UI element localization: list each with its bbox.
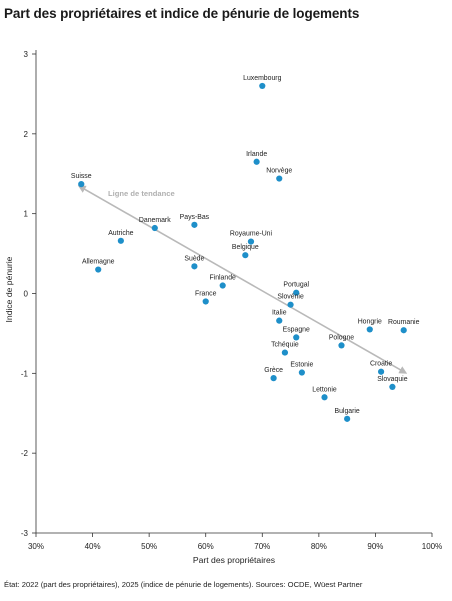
y-tick-label: 3 bbox=[24, 50, 29, 59]
data-point bbox=[247, 238, 255, 245]
data-point-label: Grèce bbox=[264, 367, 283, 374]
data-point bbox=[242, 252, 249, 259]
data-point bbox=[259, 82, 266, 90]
data-point-label: Espagne bbox=[283, 326, 310, 333]
x-tick-label: 90% bbox=[367, 542, 383, 551]
data-point-label: Portugal bbox=[283, 282, 309, 289]
data-point-label: Tchéquie bbox=[271, 342, 299, 349]
data-point bbox=[293, 334, 300, 341]
data-point-label: Royaume-Uni bbox=[230, 231, 273, 238]
data-point bbox=[281, 349, 289, 356]
data-point bbox=[400, 327, 407, 334]
data-point-label: Estonie bbox=[290, 362, 313, 369]
source-note: État: 2022 (part des propriétaires), 202… bbox=[4, 580, 363, 589]
y-tick-label: 2 bbox=[24, 130, 29, 139]
data-point-label: Allemagne bbox=[82, 259, 115, 266]
data-point bbox=[191, 221, 198, 228]
data-point bbox=[344, 415, 351, 422]
data-point-label: Hongrie bbox=[358, 318, 382, 325]
data-point-label: Pologne bbox=[329, 334, 354, 341]
y-tick-label: -1 bbox=[21, 369, 29, 378]
data-point-label: France bbox=[195, 290, 217, 297]
data-point-label: Finlande bbox=[209, 275, 236, 282]
data-point bbox=[287, 301, 294, 308]
trend-line-label: Ligne de tendance bbox=[108, 189, 175, 198]
y-axis-ticks: 3 2 1 0 -1 -2 -3 bbox=[21, 50, 36, 538]
data-point bbox=[78, 181, 85, 188]
data-point-label: Bulgarie bbox=[334, 408, 359, 415]
data-point bbox=[321, 394, 328, 401]
data-point bbox=[276, 175, 283, 182]
data-point bbox=[377, 368, 385, 375]
data-point bbox=[219, 282, 226, 289]
data-point-label: Slovaquie bbox=[377, 376, 407, 383]
data-point bbox=[191, 263, 198, 270]
x-tick-label: 60% bbox=[198, 542, 214, 551]
data-point-label: Luxembourg bbox=[243, 75, 281, 82]
data-points: Luxembourg Irlande Norvège Suisse Pays-Bas Da… bbox=[71, 75, 420, 422]
data-point-label: Belgique bbox=[232, 244, 259, 251]
trend-line bbox=[77, 185, 408, 374]
data-point bbox=[338, 342, 345, 349]
data-point-label: Croatie bbox=[370, 361, 392, 368]
data-point bbox=[151, 224, 158, 232]
data-point bbox=[298, 369, 305, 376]
data-point-label: Suède bbox=[184, 255, 204, 262]
chart-title: Part des propriétaires et indice de pénu… bbox=[4, 6, 360, 21]
data-point bbox=[95, 266, 102, 273]
x-axis-label: Part des propriétaires bbox=[193, 555, 275, 565]
x-tick-label: 30% bbox=[28, 542, 44, 551]
data-point bbox=[366, 326, 373, 333]
data-point-label: Suisse bbox=[71, 173, 92, 180]
x-tick-label: 100% bbox=[422, 542, 442, 551]
data-point bbox=[202, 298, 209, 305]
data-point bbox=[389, 383, 396, 391]
y-axis-label: Indice de pénurie bbox=[4, 256, 14, 322]
data-point-label: Irlande bbox=[246, 151, 267, 158]
data-point-label: Norvège bbox=[266, 168, 292, 175]
x-tick-label: 80% bbox=[311, 542, 327, 551]
y-tick-label: -3 bbox=[21, 529, 29, 538]
data-point-label: Danemark bbox=[139, 217, 171, 224]
x-tick-label: 70% bbox=[254, 542, 270, 551]
y-tick-label: 0 bbox=[24, 290, 29, 299]
y-tick-label: -2 bbox=[21, 449, 29, 458]
data-point bbox=[276, 317, 283, 324]
x-tick-label: 50% bbox=[141, 542, 157, 551]
x-axis-ticks: 30% 40% 50% 60% 70% 80% 90% 100% bbox=[28, 533, 442, 551]
x-tick-label: 40% bbox=[85, 542, 101, 551]
data-point bbox=[253, 158, 260, 165]
data-point-label: Lettonie bbox=[312, 386, 337, 393]
data-point-label: Autriche bbox=[108, 230, 133, 237]
data-point-label: Pays-Bas bbox=[180, 214, 210, 221]
data-point bbox=[270, 375, 277, 382]
data-point bbox=[117, 237, 124, 244]
y-tick-label: 1 bbox=[24, 210, 29, 219]
data-point bbox=[293, 289, 300, 296]
data-point-label: Slovénie bbox=[277, 294, 304, 301]
data-point-label: Roumanie bbox=[388, 319, 420, 326]
data-point-label: Italie bbox=[272, 310, 287, 317]
